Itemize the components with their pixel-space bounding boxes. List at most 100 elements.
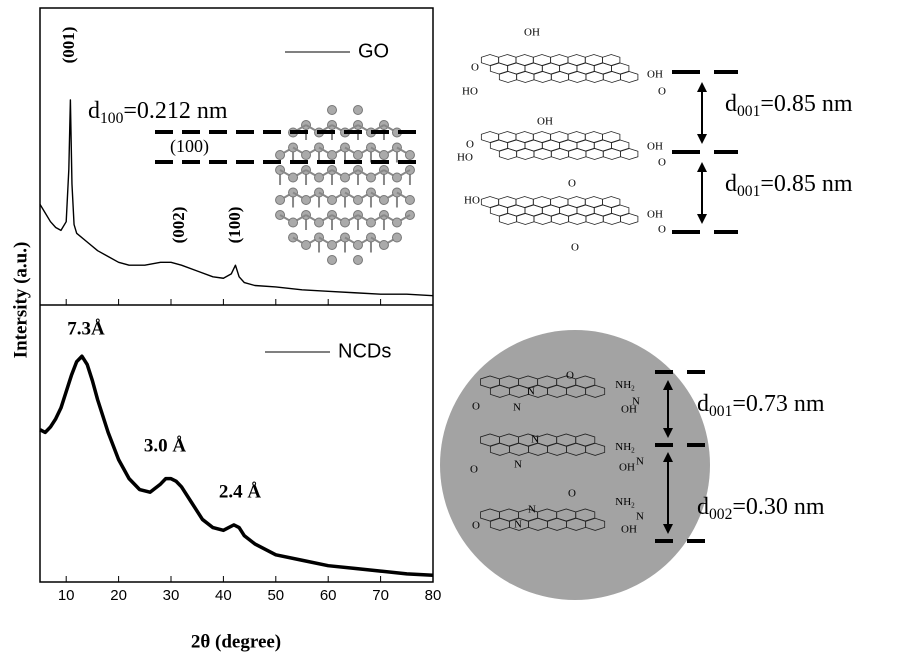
functional-group: OH [537,116,553,128]
spacing-label-sub: 002 [709,506,732,523]
spacing-label: d100=0.212 nm [88,98,228,127]
lattice-atom [365,217,376,228]
lattice-atom [288,172,299,183]
lattice-atom [378,150,389,160]
spacing-label-main: d [88,98,100,124]
functional-group: N [636,456,644,468]
functional-group: O [571,242,579,254]
functional-group: O [472,401,480,413]
functional-group: OH [647,69,663,81]
lattice-atom [352,255,363,265]
sheet-ring [516,71,535,83]
arrow-head [697,162,707,172]
functional-group: O [471,62,479,74]
x-axis-title: 2θ (degree) [191,631,281,652]
sheet-ring [620,213,639,225]
y-axis-title: Intersity (a.u.) [10,242,31,359]
data-line [39,354,434,577]
functional-group: OH [621,404,637,416]
lattice-atom [404,150,415,160]
spacing-label-sub: 001 [737,183,760,200]
functional-group: O [658,224,666,236]
spacing-label-rest: =0.212 nm [123,98,228,124]
ncd-particle [440,330,710,600]
spacing-label-rest: =0.85 nm [760,91,853,117]
sheet-ring [620,148,639,160]
functional-group: O [566,370,574,382]
sheet-ring [550,148,570,160]
functional-group: O [568,178,576,190]
sheet-ring [550,213,570,225]
sheet-ring [602,71,621,83]
lattice-atom [391,217,402,228]
arrow-head [663,524,673,534]
sheet-ring [585,213,604,225]
peak-label: 2.4 Å [219,481,262,502]
spacing-label: d001=0.73 nm [697,391,825,420]
functional-group: N [531,434,539,446]
functional-group-main: NH [615,496,631,508]
functional-group: O [470,464,478,476]
sheet-ring [516,213,535,225]
lattice-atom [288,217,299,228]
functional-group: N [636,511,644,523]
sheet-ring [602,213,621,225]
x-tick-label: 70 [372,587,389,604]
legend-label: GO [358,40,389,62]
functional-group: O [658,157,666,169]
spacing-label-sub: 001 [709,403,732,420]
functional-group: O [466,139,474,151]
arrow-head [663,428,673,438]
lattice-atom [352,195,363,205]
spacing-label-main: d [697,391,709,417]
lattice-atom [301,195,312,205]
x-tick-label: 20 [110,587,127,604]
sheet-ring [550,71,570,83]
peak-label: 7.3Å [67,318,105,339]
functional-group: O [472,520,480,532]
sheet-ring [533,213,552,225]
arrow-head [697,214,707,224]
functional-group: N [632,396,640,408]
lattice-atom [352,105,363,115]
x-tick-label: 50 [267,587,284,604]
peak-label: (002) [169,207,188,244]
functional-group: HO [457,152,473,164]
functional-group: O [568,488,576,500]
sheet-ring [533,148,552,160]
sheet-ring [498,213,518,225]
x-tick-label: 80 [425,587,442,604]
lattice-atom [327,105,338,115]
spacing-label-rest: =0.85 nm [760,171,853,197]
lattice-atom [391,172,402,183]
functional-group: O [658,86,666,98]
sheet-ring [585,517,606,531]
functional-group-sub: 2 [631,384,635,392]
lattice-label: (100) [170,136,209,157]
sheet-ring [585,71,604,83]
sheet-ring [568,148,587,160]
functional-group: N [513,402,521,414]
spacing-label-main: d [697,494,709,520]
functional-group: OH [619,462,635,474]
functional-group: OH [647,209,663,221]
functional-group: N [514,459,522,471]
lattice-atom [314,172,325,183]
functional-group: HO [464,195,480,207]
functional-group-sub: 2 [631,446,635,454]
lattice-atom [340,172,350,183]
sheet-ring [533,71,552,83]
lattice-atom [391,232,402,243]
lattice-atom [275,150,286,160]
lattice-atom [365,172,376,183]
lattice-atom [340,217,350,228]
functional-group: NH2 [615,441,635,454]
functional-group-sub: 2 [631,501,635,509]
functional-group: N [528,504,536,516]
lattice-atom [378,195,389,205]
spacing-label-main: d [725,171,737,197]
sheet-ring [516,148,535,160]
lattice-atom [327,240,338,250]
lattice-atom [378,240,389,250]
